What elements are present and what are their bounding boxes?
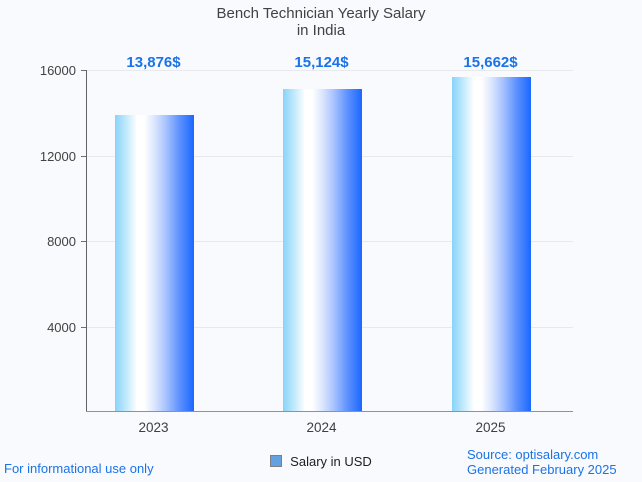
chart-title-line2: in India [296,22,346,39]
disclaimer-text: For informational use only [4,461,154,476]
bar[interactable] [452,77,531,412]
plot-area [86,70,573,412]
source-block: Source: optisalary.com Generated Februar… [467,447,617,477]
bar-value-label: 13,876$ [126,54,181,71]
chart-title-line1: Bench Technician Yearly Salary [216,5,426,22]
x-axis-line [86,411,573,412]
source-text: Source: optisalary.com [467,447,599,462]
bar-value-label: 15,662$ [463,54,518,71]
y-tick-label: 4000 [47,319,76,335]
bar-value-label: 15,124$ [294,54,349,71]
y-tick-label: 12000 [39,148,76,164]
y-tick-label: 8000 [47,234,76,249]
legend-label: Salary in USD [290,453,372,469]
x-tick-label: 2024 [306,420,337,435]
y-axis-tick [81,326,86,328]
y-axis-tick [81,70,86,71]
bar[interactable] [115,115,194,412]
y-tick-label: 16000 [39,63,76,78]
y-axis-tick [81,155,86,157]
grid-line [87,70,573,71]
chart-title: Bench Technician Yearly Salary in India [0,5,642,39]
y-axis-tick [81,241,86,242]
legend-marker-icon [270,455,283,467]
x-tick-label: 2023 [138,420,169,435]
bar[interactable] [283,88,362,412]
legend: Salary in USD [0,452,642,470]
generated-text: Generated February 2025 [467,462,617,477]
x-tick-label: 2025 [475,420,506,435]
